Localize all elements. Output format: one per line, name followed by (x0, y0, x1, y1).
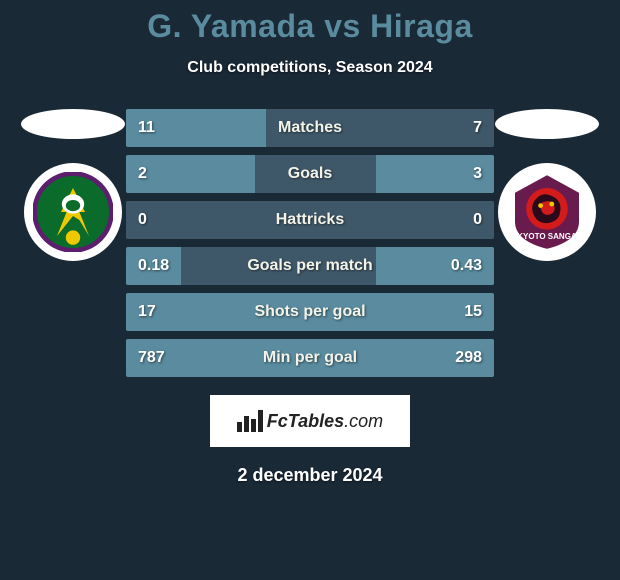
stat-label: Shots per goal (126, 303, 494, 321)
left-side (20, 109, 126, 261)
brand-attribution: FcTables.com (210, 395, 410, 447)
flag-left (21, 109, 125, 139)
stat-label: Min per goal (126, 349, 494, 367)
stat-label: Goals (126, 165, 494, 183)
brand-light: .com (344, 411, 383, 431)
tokyo-verdy-crest-icon (33, 172, 113, 252)
stat-label: Hattricks (126, 211, 494, 229)
stat-row: 787Min per goal298 (126, 339, 494, 377)
stats-column: 11Matches7 2Goals3 0Hattricks0 0.18Goals pe… (126, 109, 494, 377)
stat-label: Matches (126, 119, 494, 137)
chart-icon (237, 410, 263, 432)
comparison-infographic: G. Yamada vs Hiraga Club competitions, S… (0, 0, 620, 486)
stat-row: 2Goals3 (126, 155, 494, 193)
stat-value-right: 0.43 (451, 257, 482, 275)
kyoto-sanga-crest-icon: KYOTO SANGA (507, 172, 587, 252)
main-row: 11Matches7 2Goals3 0Hattricks0 0.18Goals pe… (0, 109, 620, 377)
brand-text: FcTables.com (267, 411, 383, 432)
stat-row: 11Matches7 (126, 109, 494, 147)
flag-right (495, 109, 599, 139)
stat-row: 0Hattricks0 (126, 201, 494, 239)
crest-left (24, 163, 122, 261)
svg-text:KYOTO SANGA: KYOTO SANGA (517, 232, 577, 241)
stat-value-right: 15 (464, 303, 482, 321)
brand-bold: FcTables (267, 411, 344, 431)
stat-value-right: 7 (473, 119, 482, 137)
stat-row: 17Shots per goal15 (126, 293, 494, 331)
subtitle: Club competitions, Season 2024 (0, 59, 620, 77)
page-title: G. Yamada vs Hiraga (0, 8, 620, 45)
stat-label: Goals per match (126, 257, 494, 275)
stat-row: 0.18Goals per match0.43 (126, 247, 494, 285)
right-side: KYOTO SANGA (494, 109, 600, 261)
stat-value-right: 298 (455, 349, 482, 367)
stat-value-right: 0 (473, 211, 482, 229)
stat-value-right: 3 (473, 165, 482, 183)
date-line: 2 december 2024 (0, 465, 620, 486)
crest-right: KYOTO SANGA (498, 163, 596, 261)
